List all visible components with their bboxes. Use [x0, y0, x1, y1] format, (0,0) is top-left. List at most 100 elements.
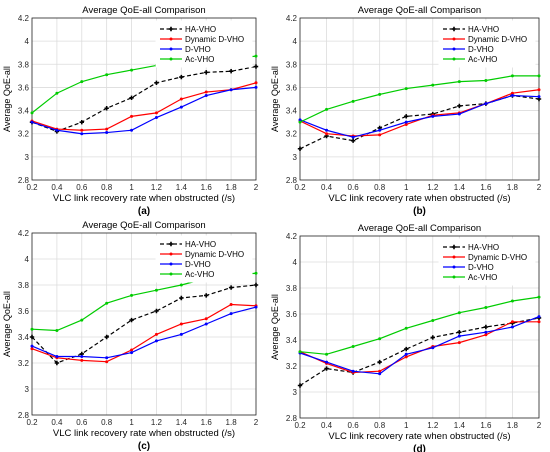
legend-label: D-VHO: [468, 45, 494, 54]
series-line: [299, 316, 540, 375]
series-ac-vho: [298, 74, 541, 124]
data-point: [154, 308, 159, 314]
data-point: [510, 94, 514, 98]
data-point: [30, 120, 34, 124]
data-point: [325, 128, 329, 132]
data-point: [154, 288, 158, 292]
x-axis-label: VLC link recovery rate when obstructed (…: [328, 193, 510, 204]
y-tick-label: 3: [25, 385, 30, 394]
x-axis-label: VLC link recovery rate when obstructed (…: [53, 193, 235, 204]
legend-label: Dynamic D-VHO: [468, 35, 527, 44]
legend-marker: [452, 57, 456, 61]
data-point: [510, 91, 514, 95]
data-point: [79, 119, 84, 125]
data-point: [404, 346, 409, 352]
legend-label: HA-VHO: [185, 25, 216, 34]
data-point: [204, 70, 209, 75]
data-point: [229, 88, 233, 92]
x-tick-label: 0.2: [294, 421, 306, 430]
data-point: [129, 317, 134, 323]
legend-label: D-VHO: [185, 260, 211, 269]
data-point: [30, 111, 34, 115]
data-point: [457, 80, 461, 84]
data-point: [457, 334, 461, 338]
data-point: [130, 348, 134, 352]
y-tick-label: 4: [293, 37, 298, 46]
x-tick-label: 0.8: [374, 421, 386, 430]
legend-marker: [169, 37, 173, 41]
x-tick-label: 0.4: [321, 183, 333, 192]
data-point: [228, 285, 234, 290]
data-point: [179, 283, 183, 287]
data-point: [154, 116, 158, 120]
y-tick-label: 4: [25, 255, 30, 264]
data-point: [179, 332, 183, 336]
x-tick-label: 0.6: [76, 183, 88, 192]
y-tick-label: 4.2: [18, 14, 30, 23]
data-point: [351, 135, 355, 139]
data-point: [179, 295, 184, 301]
data-point: [105, 356, 109, 360]
data-point: [484, 102, 488, 106]
x-tick-label: 1.4: [454, 421, 466, 430]
x-tick-label: 1: [129, 418, 134, 427]
data-point: [254, 85, 258, 89]
data-point: [80, 358, 84, 362]
data-point: [404, 352, 408, 356]
x-tick-label: 0.4: [51, 183, 63, 192]
data-point: [457, 311, 461, 315]
legend-marker: [169, 47, 173, 51]
chart-panel: 2.8 3 3.2 3.4 3.6 3.8 4 4.2 0.2 0.4 0.6 0.8 1 1.2 1.4 1…: [2, 220, 259, 452]
x-tick-label: 1.8: [226, 183, 238, 192]
y-tick-label: 3.6: [286, 310, 298, 319]
data-point: [105, 360, 109, 364]
legend-label: Dynamic D-VHO: [468, 253, 527, 262]
legend-label: D-VHO: [185, 45, 211, 54]
data-point: [253, 64, 259, 69]
data-point: [297, 146, 303, 151]
data-point: [55, 91, 59, 95]
data-point: [55, 355, 59, 358]
y-tick-label: 3.8: [286, 284, 298, 293]
y-tick-label: 3.4: [18, 333, 30, 342]
data-point: [204, 317, 208, 321]
x-axis-label: VLC link recovery rate when obstructed (…: [328, 431, 510, 442]
legend-label: HA-VHO: [468, 25, 499, 34]
y-tick-label: 3.4: [286, 107, 298, 116]
data-point: [104, 106, 109, 111]
x-tick-label: 1.2: [151, 183, 163, 192]
y-tick-label: 2.8: [286, 414, 298, 423]
x-tick-label: 0.4: [51, 418, 63, 427]
data-point: [130, 68, 134, 72]
data-point: [30, 347, 34, 351]
x-tick-label: 0.2: [26, 418, 38, 427]
series-line: [31, 82, 257, 131]
data-point: [325, 360, 329, 364]
panel-label: (d): [413, 444, 426, 452]
legend-label: Ac-VHO: [185, 270, 214, 279]
data-point: [404, 326, 408, 330]
y-tick-label: 4.2: [286, 14, 298, 23]
data-point: [253, 282, 259, 288]
axes-frame: [31, 17, 257, 181]
legend-marker: [168, 26, 174, 32]
legend-label: HA-VHO: [468, 243, 499, 252]
data-point: [179, 322, 183, 326]
legend-label: D-VHO: [468, 263, 494, 272]
series-line: [299, 321, 539, 374]
y-tick-label: 3: [293, 153, 298, 162]
y-tick-label: 3.2: [18, 359, 30, 368]
data-point: [404, 114, 409, 119]
data-point: [80, 80, 84, 84]
data-point: [130, 114, 134, 118]
data-point: [378, 337, 382, 341]
data-point: [154, 111, 158, 115]
data-point: [104, 334, 109, 340]
y-tick-label: 4.2: [286, 232, 298, 241]
data-point: [298, 120, 302, 124]
series-line: [31, 66, 257, 133]
data-point: [29, 334, 35, 340]
data-point: [457, 341, 461, 345]
data-point: [254, 54, 258, 58]
series-ac-vho: [298, 295, 541, 356]
